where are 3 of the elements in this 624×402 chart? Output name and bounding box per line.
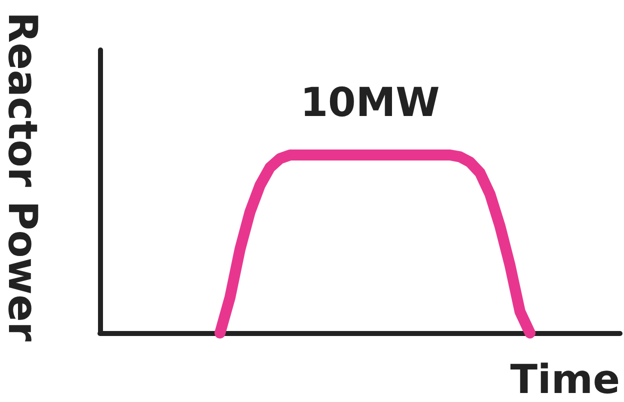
y-axis-title: Reactor Power <box>0 12 45 342</box>
x-axis-title: Time <box>510 357 620 402</box>
annotation: 10MW <box>300 80 440 126</box>
